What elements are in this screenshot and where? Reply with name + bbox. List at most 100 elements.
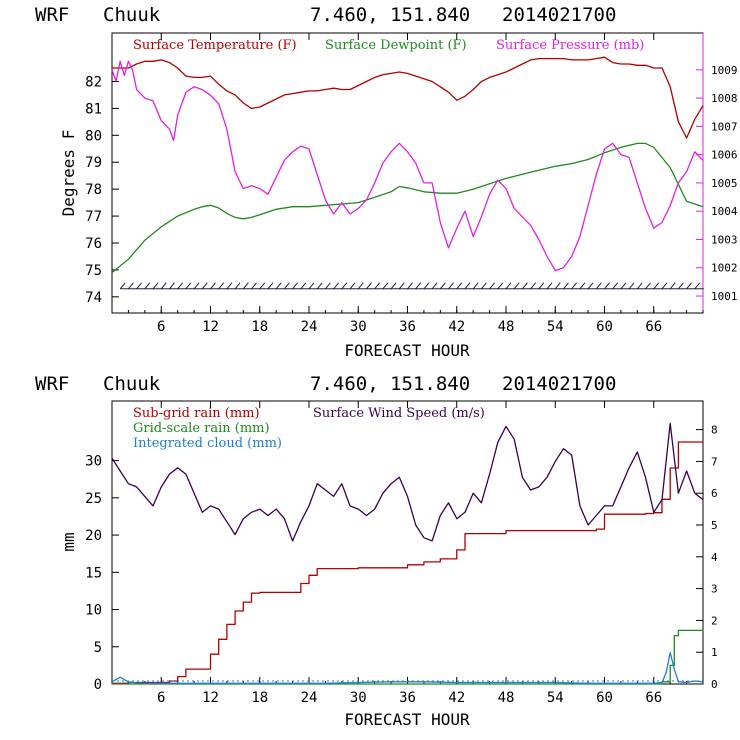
- top-header-coords: 7.460, 151.840: [310, 4, 470, 26]
- wind-barb: [193, 282, 200, 290]
- y2-tick-label: 2: [711, 614, 718, 627]
- wind-barb: [234, 282, 241, 290]
- wind-barb: [398, 282, 405, 290]
- y-tick-label: 79: [85, 155, 102, 171]
- wind-barb: [218, 282, 225, 290]
- y-tick-label: 81: [85, 101, 102, 117]
- x-tick-label: 42: [448, 319, 465, 335]
- wind-barb: [374, 282, 381, 290]
- y-tick-label: 76: [85, 236, 102, 252]
- y-tick-label: 77: [85, 209, 102, 225]
- top-x-axis-label: FORECAST HOUR: [344, 341, 470, 360]
- wind-barb: [160, 282, 167, 290]
- x-tick-label: 48: [498, 319, 515, 335]
- series-surface-pressure-mb: [111, 60, 704, 272]
- wind-barb: [415, 282, 422, 290]
- y-tick-label: 25: [85, 491, 102, 507]
- wind-barb: [579, 282, 586, 290]
- x-tick-label: 60: [596, 319, 613, 335]
- y2-tick-label: 6: [711, 487, 718, 500]
- wind-barb: [169, 282, 175, 290]
- wind-barb: [677, 282, 684, 290]
- y-tick-label: 82: [85, 74, 102, 90]
- wind-barb: [423, 282, 430, 290]
- y-tick-label: 80: [85, 128, 102, 144]
- wind-barb: [604, 282, 610, 290]
- series-surface-wind-speed-m-s: [111, 422, 704, 542]
- wind-barb: [546, 282, 553, 290]
- bottom-header-date: 2014021700: [502, 373, 616, 395]
- wind-barb: [538, 282, 545, 290]
- x-tick-label: 30: [350, 690, 367, 706]
- wind-barb: [661, 282, 668, 290]
- bottom-header-coords: 7.460, 151.840: [310, 373, 470, 395]
- wind-barb: [259, 282, 266, 290]
- y-tick-label: 10: [85, 603, 102, 619]
- y-tick-label: 30: [85, 454, 102, 470]
- wind-barb: [653, 282, 660, 290]
- wind-barb: [431, 282, 438, 290]
- y2-tick-label: 1004: [711, 205, 738, 218]
- wind-barb: [645, 282, 651, 290]
- wind-barb: [407, 282, 413, 290]
- top-y2-ticks: 1001 1002 1003 1004 1005 1006 1007 1008 1009: [696, 64, 738, 303]
- wind-barb: [210, 282, 216, 290]
- x-tick-label: 54: [547, 319, 564, 335]
- series-surface-dewpoint-f: [111, 142, 704, 274]
- x-tick-label: 24: [301, 319, 318, 335]
- legend-pressure: Surface Pressure (mb): [496, 38, 644, 53]
- wind-barb: [300, 282, 307, 290]
- y2-tick-label: 1008: [711, 92, 738, 105]
- wind-barb: [201, 282, 208, 290]
- y2-tick-label: 0: [711, 678, 718, 691]
- wind-barb: [456, 282, 463, 290]
- wind-barb: [349, 282, 356, 290]
- wind-barb: [357, 282, 364, 290]
- wind-barb: [275, 282, 282, 290]
- y-tick-label: 0: [94, 677, 102, 693]
- legend-temperature: Surface Temperature (F): [133, 38, 297, 53]
- wind-barb: [530, 282, 537, 290]
- y-tick-label: 74: [85, 290, 102, 306]
- bottom-x-axis-label: FORECAST HOUR: [344, 710, 470, 729]
- y2-tick-label: 1002: [711, 262, 738, 275]
- x-tick-label: 54: [547, 690, 564, 706]
- y2-tick-label: 1005: [711, 177, 738, 190]
- bottom-y-axis-label: mm: [59, 532, 78, 551]
- wind-barb: [439, 282, 446, 290]
- bottom-series-lines: [111, 422, 704, 685]
- wind-barb: [505, 282, 512, 290]
- bottom-y-ticks: 0 5 10 15 20 25 30: [85, 454, 119, 693]
- wind-barb: [152, 282, 159, 290]
- wind-barb: [563, 282, 569, 290]
- y2-tick-label: 4: [711, 551, 718, 564]
- x-tick-label: 12: [202, 319, 219, 335]
- wind-barbs: [119, 282, 704, 290]
- y2-tick-label: 1001: [711, 290, 738, 303]
- wind-barb: [136, 282, 143, 290]
- top-y-ticks: 74 75 76 77 78 79 80 81 82: [85, 74, 119, 306]
- wind-barb: [390, 282, 397, 290]
- bottom-chart: WRF Chuuk 7.460, 151.840 2014021700 Sub-…: [35, 373, 718, 729]
- y2-tick-label: 1003: [711, 233, 738, 246]
- wind-barb: [464, 282, 471, 290]
- wind-barb: [636, 282, 643, 290]
- series-sub-grid-rain-mm: [112, 441, 704, 684]
- x-tick-label: 30: [350, 319, 367, 335]
- wind-barb: [595, 282, 602, 290]
- wind-barb: [325, 282, 331, 290]
- wind-barb: [292, 282, 298, 290]
- top-series-lines: [111, 56, 704, 274]
- wind-barb: [144, 282, 151, 290]
- wind-barb: [333, 282, 340, 290]
- wind-barb: [620, 282, 627, 290]
- wind-barb: [283, 282, 290, 290]
- x-tick-label: 36: [399, 319, 416, 335]
- wind-barb: [316, 282, 323, 290]
- y2-tick-label: 1009: [711, 64, 738, 77]
- x-tick-label: 36: [399, 690, 416, 706]
- wind-barb: [119, 282, 126, 290]
- wind-barb: [472, 282, 479, 290]
- wind-barb: [242, 282, 249, 290]
